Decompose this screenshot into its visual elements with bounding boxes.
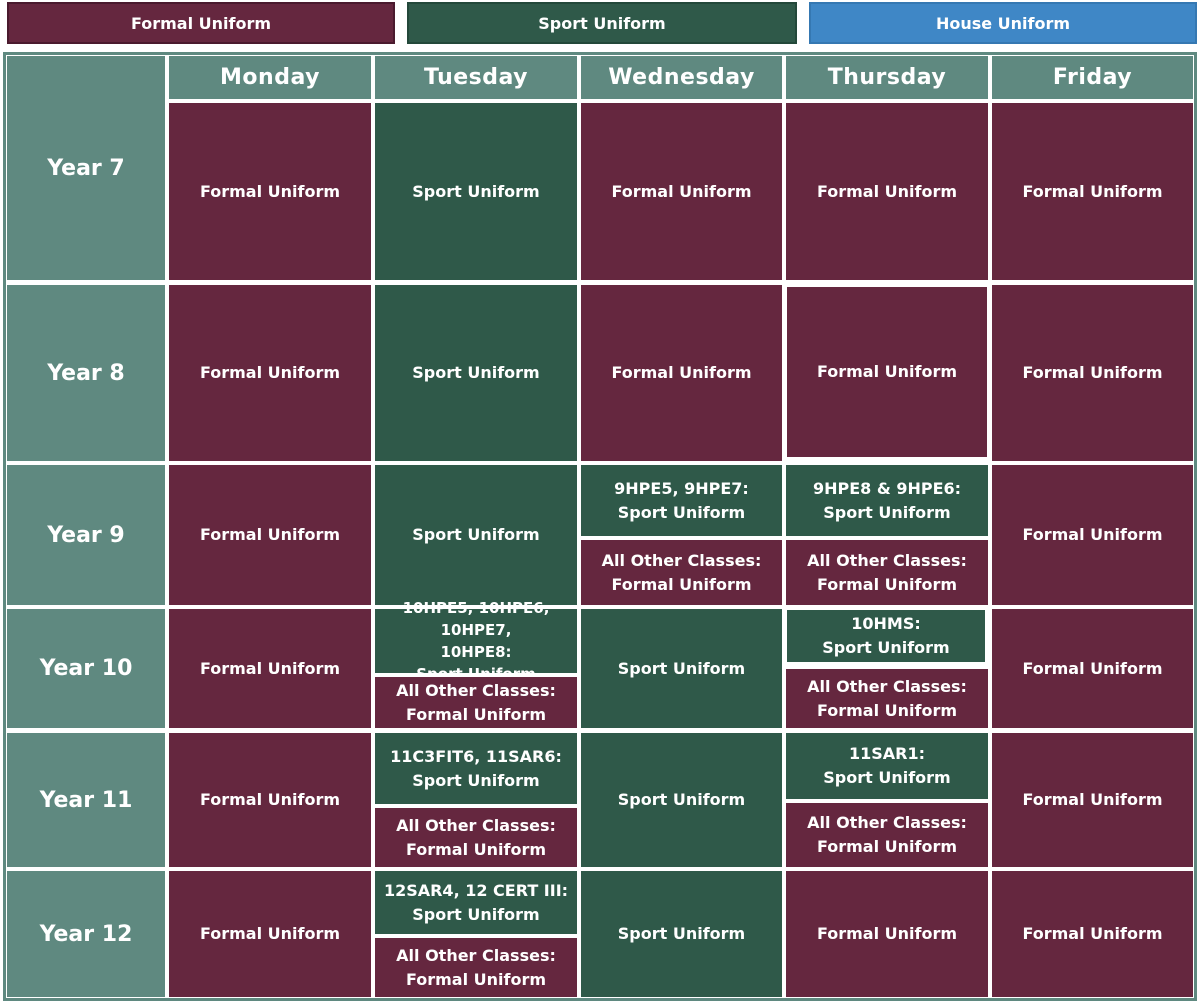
cell-y7-wednesday: Formal Uniform	[581, 103, 782, 280]
cell-y11-monday: Formal Uniform	[169, 733, 371, 867]
cell-y9-thursday-other: All Other Classes: Formal Uniform	[786, 540, 988, 605]
cell-y12-tuesday-other: All Other Classes: Formal Uniform	[375, 938, 577, 997]
day-header-thursday: Thursday	[786, 56, 988, 99]
cell-y7-monday: Formal Uniform	[169, 103, 371, 280]
cell-y11-thursday-other: All Other Classes: Formal Uniform	[786, 803, 988, 867]
cell-y8-thursday: Formal Uniform	[787, 287, 987, 457]
legend-sport-uniform: Sport Uniform	[407, 2, 797, 44]
cell-y10-tuesday-other: All Other Classes: Formal Uniform	[375, 677, 577, 728]
day-header-tuesday: Tuesday	[375, 56, 577, 99]
cell-y11-friday: Formal Uniform	[992, 733, 1193, 867]
cell-y8-wednesday: Formal Uniform	[581, 285, 782, 461]
cell-y11-tuesday-sport: 11C3FIT6, 11SAR6: Sport Uniform	[375, 733, 577, 804]
cell-y11-wednesday: Sport Uniform	[581, 733, 782, 867]
year-header-10: Year 10	[7, 609, 165, 728]
cell-y8-tuesday: Sport Uniform	[375, 285, 577, 461]
cell-y10-thursday-sport: 10HMS: Sport Uniform	[787, 610, 985, 662]
cell-y10-thursday-other: All Other Classes: Formal Uniform	[786, 669, 988, 728]
cell-y10-tuesday-sport: 10HPE5, 10HPE6, 10HPE7, 10HPE8: Sport Un…	[375, 599, 577, 683]
cell-y9-friday: Formal Uniform	[992, 465, 1193, 605]
legend-house-uniform: House Uniform	[809, 2, 1197, 44]
cell-y7-thursday: Formal Uniform	[786, 103, 988, 280]
cell-y11-thursday-sport: 11SAR1: Sport Uniform	[786, 733, 988, 799]
cell-y8-monday: Formal Uniform	[169, 285, 371, 461]
day-header-wednesday: Wednesday	[581, 56, 782, 99]
day-header-monday: Monday	[169, 56, 371, 99]
legend-formal-uniform: Formal Uniform	[7, 2, 395, 44]
cell-y8-friday: Formal Uniform	[992, 285, 1193, 461]
cell-y9-wednesday-other: All Other Classes: Formal Uniform	[581, 540, 782, 605]
year-header-7: Year 7	[7, 56, 165, 280]
cell-y12-friday: Formal Uniform	[992, 871, 1193, 997]
cell-y12-wednesday: Sport Uniform	[581, 871, 782, 997]
year-header-8: Year 8	[7, 285, 165, 461]
cell-y10-friday: Formal Uniform	[992, 609, 1193, 728]
year-header-11: Year 11	[7, 733, 165, 867]
cell-y12-monday: Formal Uniform	[169, 871, 371, 997]
cell-y9-wednesday-sport: 9HPE5, 9HPE7: Sport Uniform	[581, 465, 782, 536]
cell-y10-wednesday: Sport Uniform	[581, 609, 782, 728]
cell-y12-thursday: Formal Uniform	[786, 871, 988, 997]
year-header-9: Year 9	[7, 465, 165, 605]
day-header-friday: Friday	[992, 56, 1193, 99]
cell-y11-tuesday-other: All Other Classes: Formal Uniform	[375, 808, 577, 867]
year-header-12: Year 12	[7, 871, 165, 997]
cell-y12-tuesday-sport: 12SAR4, 12 CERT III: Sport Uniform	[375, 871, 577, 934]
cell-y9-thursday-sport: 9HPE8 & 9HPE6: Sport Uniform	[786, 465, 988, 536]
cell-y7-friday: Formal Uniform	[992, 103, 1193, 280]
cell-y9-tuesday: Sport Uniform	[375, 465, 577, 605]
cell-y9-monday: Formal Uniform	[169, 465, 371, 605]
cell-y7-tuesday: Sport Uniform	[375, 103, 577, 280]
cell-y10-monday: Formal Uniform	[169, 609, 371, 728]
